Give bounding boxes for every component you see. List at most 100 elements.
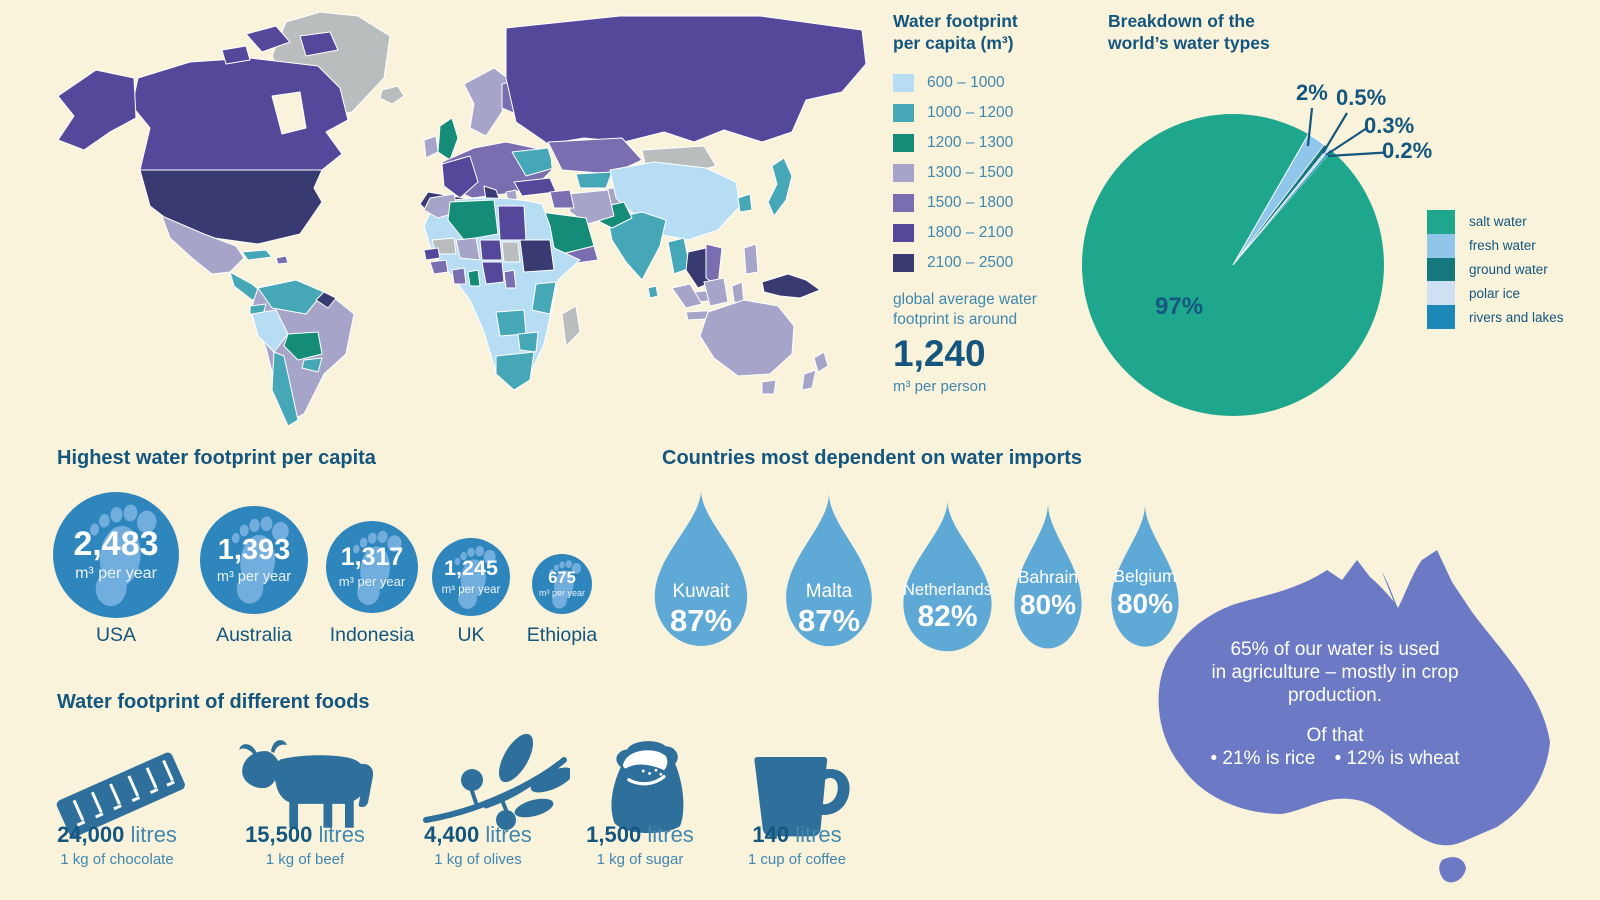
bin-swatch-7 [893,254,914,272]
map-cuba [241,249,273,261]
bin-label: 1000 – 1200 [927,104,1014,121]
map-canada [131,57,349,171]
food-amount: 15,500 [245,822,313,847]
legend-bin-row: 1500 – 1800 [893,188,1143,218]
food-description: 1 kg of sugar [596,851,684,868]
map-japan [767,157,793,217]
pie-label-polar-ice: 0.3% [1364,113,1415,138]
bin-swatch-6 [893,224,914,242]
footprint-country-label: Australia [216,624,292,646]
australia-mainland [1158,550,1550,846]
drop-percent: 80% [1116,588,1174,619]
pie-legend-label: fresh water [1469,238,1536,254]
ground-water-swatch [1427,257,1455,282]
map-south-africa [495,351,535,391]
food-amount: 1,500 [586,822,642,847]
footprint-unit: m³ per year [441,583,501,596]
bin-swatch-1 [893,74,914,92]
food-amount: 140 [752,822,790,847]
footprint-value: 675 [548,568,576,587]
drop-country: Malta [805,581,853,602]
food-description: 1 kg of olives [434,851,522,868]
map-nigeria [481,261,505,285]
australia-line: production. [1287,685,1382,706]
food-description: 1 cup of coffee [747,851,847,868]
drop-percent: 80% [1019,589,1077,620]
bin-label: 1800 – 2100 [927,224,1014,241]
map-bolivia [283,331,323,361]
pie-callout-lines [1306,107,1387,158]
map-sri-lanka [647,285,659,299]
water-types-pie-chart [1082,107,1387,416]
food-value: 140 litres [677,822,917,848]
footprint-unit: m³ per year [538,588,585,599]
water-drop-belgium: Belgium 80% [1105,502,1185,653]
map-central-asia [575,171,613,189]
footprint-unit: m³ per year [216,568,292,585]
bin-label: 1200 – 1300 [927,134,1014,151]
map-arctic-island [245,25,291,53]
drop-country: Bahrain [1017,567,1079,587]
map-borneo [703,277,729,307]
map-zambia-zimbabwe [517,331,539,353]
polar-ice-swatch [1427,281,1455,306]
map-legend: Water footprint per capita (m³) 600 – 10… [893,10,1143,395]
pie-label-ground-water: 0.5% [1336,85,1387,110]
map-chile [271,351,299,427]
map-korea [737,193,753,213]
map-libya [497,205,527,241]
map-algeria [447,199,499,241]
global-average-value: 1,240 [893,333,986,374]
global-average-note: global average water footprint is around [893,291,1037,328]
map-australia [699,299,795,377]
bin-label: 2100 – 2500 [927,254,1014,271]
map-angola [495,309,527,337]
bin-swatch-5 [893,194,914,212]
map-iceland [379,85,405,105]
legend-bin-row: 1300 – 1500 [893,158,1143,188]
pie-legend-row: salt water [1427,210,1564,234]
australia-bullet-rice: • 21% is rice [1210,748,1316,769]
food-unit: litres [647,822,694,847]
pie-legend-row: polar ice [1427,281,1564,306]
food-value: 1,500 litres [520,822,760,848]
footprint-value: 2,483 [73,525,159,563]
legend-bin-row: 600 – 1000 [893,68,1143,98]
map-sumatra [671,283,703,309]
bin-swatch-2 [893,104,914,122]
map-guinea [429,259,449,275]
bin-swatch-3 [893,134,914,152]
pie-legend-label: polar ice [1469,285,1521,301]
australia-bullet-wheat: • 12% is wheat [1334,748,1460,769]
footprint-value: 1,393 [217,533,291,566]
map-hispaniola [275,255,289,265]
footprint-value: 1,317 [340,543,404,571]
pie-legend-row: fresh water [1427,233,1564,258]
bin-swatch-4 [893,164,914,182]
map-india [607,211,667,281]
map-madagascar [561,305,581,347]
australia-of-that: Of that [1306,725,1364,746]
map-ghana [467,269,481,287]
footprint-circle-ethiopia: 675 m³ per year [532,554,592,614]
map-new-zealand [801,351,829,391]
drop-percent: 87% [669,603,733,638]
rivers-lakes-swatch [1427,305,1455,329]
map-mali [455,237,481,261]
drop-percent: 87% [797,603,861,638]
imports-section-title: Countries most dependent on water import… [662,447,1083,469]
olive-branch-icon [423,733,570,830]
legend-bin-row: 1000 – 1200 [893,98,1143,128]
food-description: 1 kg of chocolate [60,851,174,868]
food-unit: litres [485,822,532,847]
footprint-icon [549,560,582,609]
map-russia [505,15,867,145]
footprint-country-label: UK [457,624,485,646]
legend-bin-row: 2100 – 2500 [893,248,1143,278]
food-unit: litres [795,822,842,847]
pie-legend-label: ground water [1469,261,1548,277]
map-uk [437,117,459,161]
australia-line: 65% of our water is used [1230,639,1440,660]
australia-silhouette [1158,550,1550,883]
map-iraq [549,189,575,209]
